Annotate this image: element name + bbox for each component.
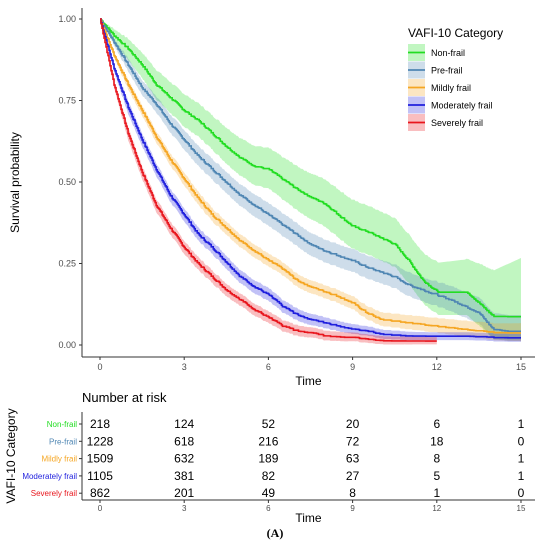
- band-pre-frail: [100, 19, 521, 342]
- legend-label-pre-frail: Pre-frail: [431, 66, 463, 76]
- x-tick-label: 3: [182, 362, 187, 372]
- risk-cell-moderately-frail: 82: [262, 469, 276, 483]
- risk-table-y-label: VAFI-10 Category: [4, 408, 18, 503]
- risk-cell-non-frail: 1: [518, 417, 525, 431]
- curve-moderately-frail: [100, 18, 521, 339]
- plot-panel: [82, 8, 535, 357]
- risk-cell-mildly-frail: 8: [433, 452, 440, 466]
- risk-cell-pre-frail: 1228: [87, 434, 114, 448]
- risk-x-tick-label: 3: [182, 504, 187, 513]
- risk-cell-moderately-frail: 1: [518, 469, 525, 483]
- risk-cell-mildly-frail: 189: [258, 452, 278, 466]
- risk-cell-mildly-frail: 1509: [87, 452, 114, 466]
- x-tick-label: 15: [516, 362, 526, 372]
- risk-cell-pre-frail: 72: [346, 434, 360, 448]
- risk-cell-pre-frail: 0: [518, 434, 525, 448]
- risk-cell-non-frail: 218: [90, 417, 110, 431]
- risk-cell-non-frail: 52: [262, 417, 276, 431]
- x-tick-label: 6: [266, 362, 271, 372]
- risk-row-label-moderately-frail: Moderately frail: [22, 472, 77, 481]
- y-tick-label: 0.00: [58, 340, 76, 350]
- risk-row-label-non-frail: Non-frail: [47, 420, 77, 429]
- risk-cell-mildly-frail: 632: [174, 452, 194, 466]
- risk-cell-non-frail: 20: [346, 417, 360, 431]
- y-tick-label: 1.00: [58, 14, 76, 24]
- curve-non-frail: [100, 18, 521, 318]
- risk-x-tick-label: 0: [98, 504, 103, 513]
- risk-x-tick-label: 15: [517, 504, 526, 513]
- risk-table-title: Number at risk: [82, 390, 167, 405]
- risk-x-tick-label: 6: [266, 504, 271, 513]
- legend-label-mildly-frail: Mildly frail: [431, 83, 471, 93]
- risk-cell-severely-frail: 201: [174, 486, 194, 500]
- risk-cell-severely-frail: 0: [518, 486, 525, 500]
- survival-curves: [100, 18, 521, 342]
- axes: 0.00 0.25 0.50 0.75 1.00 0 3 6 9 12 15: [58, 8, 535, 372]
- y-axis-label: Survival probability: [8, 132, 22, 233]
- y-tick-label: 0.75: [58, 96, 76, 106]
- risk-x-tick-label: 9: [350, 504, 355, 513]
- x-axis-label: Time: [295, 374, 322, 388]
- legend-title: VAFI-10 Category: [408, 26, 503, 40]
- legend-label-moderately-frail: Moderately frail: [431, 101, 493, 111]
- risk-cell-mildly-frail: 63: [346, 452, 360, 466]
- risk-cell-mildly-frail: 1: [518, 452, 525, 466]
- risk-cell-severely-frail: 1: [433, 486, 440, 500]
- x-tick-label: 12: [432, 362, 442, 372]
- x-tick-label: 9: [350, 362, 355, 372]
- risk-table-x-label: Time: [295, 511, 322, 525]
- curve-pre-frail: [100, 18, 521, 333]
- risk-table: Number at risk VAFI-10 Category Time Non…: [4, 390, 535, 525]
- risk-cell-pre-frail: 618: [174, 434, 194, 448]
- confidence-bands: [100, 19, 521, 345]
- risk-cell-non-frail: 6: [433, 417, 440, 431]
- legend-items: Non-frail Pre-frail Mildly frail Moderately…: [408, 44, 493, 131]
- band-mildly-frail: [100, 19, 521, 342]
- risk-x-tick-label: 12: [432, 504, 441, 513]
- risk-cell-severely-frail: 49: [262, 486, 276, 500]
- figure-caption: (A): [266, 526, 284, 540]
- legend-label-non-frail: Non-frail: [431, 48, 465, 58]
- risk-cell-moderately-frail: 381: [174, 469, 194, 483]
- x-tick-label: 0: [97, 362, 102, 372]
- legend: VAFI-10 Category Non-frail Pre-frail Mildl…: [408, 26, 503, 131]
- risk-cell-severely-frail: 8: [349, 486, 356, 500]
- risk-row-label-severely-frail: Severely frail: [31, 489, 77, 498]
- risk-cell-non-frail: 124: [174, 417, 194, 431]
- curve-severely-frail: [100, 18, 437, 342]
- risk-cell-pre-frail: 18: [430, 434, 444, 448]
- risk-cell-moderately-frail: 5: [433, 469, 440, 483]
- legend-label-severely-frail: Severely frail: [431, 118, 483, 128]
- risk-row-label-mildly-frail: Mildly frail: [41, 455, 77, 464]
- band-non-frail: [100, 19, 521, 340]
- risk-cell-moderately-frail: 1105: [87, 469, 113, 483]
- survival-plot: 0.00 0.25 0.50 0.75 1.00 0 3 6 9 12 15 Survival pr…: [8, 8, 535, 388]
- risk-cell-severely-frail: 862: [90, 486, 110, 500]
- risk-cell-moderately-frail: 27: [346, 469, 360, 483]
- risk-row-label-pre-frail: Pre-frail: [49, 437, 77, 446]
- risk-cell-pre-frail: 216: [258, 434, 278, 448]
- curve-mildly-frail: [100, 18, 521, 334]
- y-tick-label: 0.50: [58, 177, 76, 187]
- y-tick-label: 0.25: [58, 259, 76, 269]
